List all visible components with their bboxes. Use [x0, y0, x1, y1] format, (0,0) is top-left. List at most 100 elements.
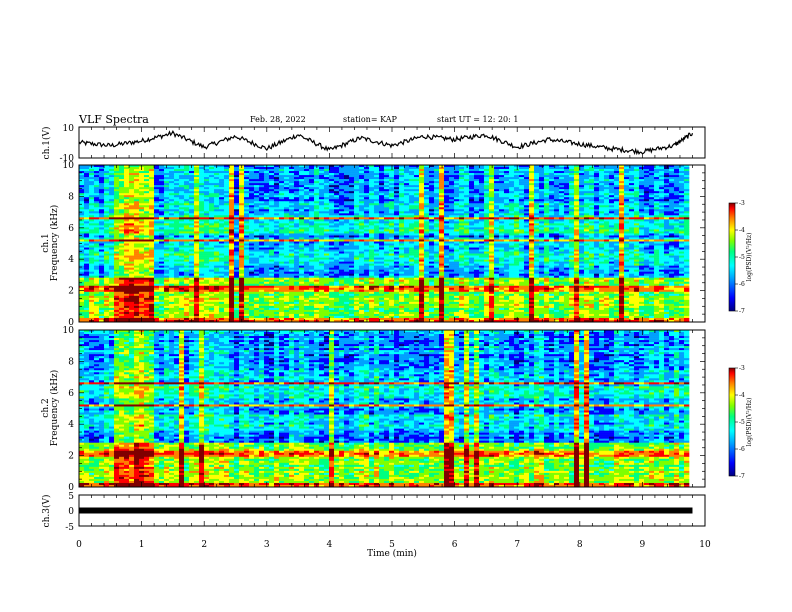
spectrogram-cell: [189, 205, 195, 208]
spectrogram-cell: [509, 213, 515, 216]
spectrogram-cell: [419, 175, 425, 178]
spectrogram-cell: [629, 179, 635, 182]
spectrogram-cell: [529, 203, 535, 206]
spectrogram-cell: [654, 241, 660, 244]
spectrogram-cell: [179, 191, 185, 194]
spectrogram-cell: [104, 197, 110, 200]
spectrogram-cell: [244, 233, 250, 236]
spectrogram-cell: [124, 243, 130, 246]
spectrogram-cell: [384, 219, 390, 222]
spectrogram-cell: [459, 207, 465, 210]
spectrogram-cell: [184, 191, 190, 194]
spectrogram-cell: [339, 227, 345, 230]
spectrogram-cell: [379, 171, 385, 174]
spectrogram-cell: [399, 177, 405, 180]
spectrogram-cell: [569, 207, 575, 210]
spectrogram-cell: [219, 229, 225, 232]
spectrogram-cell: [429, 237, 435, 240]
spectrogram-cell: [234, 181, 240, 184]
spectrogram-cell: [439, 237, 445, 240]
spectrogram-cell: [164, 169, 170, 172]
spectrogram-cell: [99, 191, 105, 194]
spectrogram-cell: [94, 243, 100, 246]
spectrogram-cell: [494, 183, 500, 186]
spectrogram-cell: [454, 193, 460, 196]
spectrogram-cell: [489, 213, 495, 216]
spectrogram-cell: [449, 235, 455, 238]
spectrogram-cell: [179, 189, 185, 192]
spectrogram-cell: [99, 193, 105, 196]
spectrogram-cell: [259, 179, 265, 182]
spectrogram-cell: [644, 221, 650, 224]
spectrogram-cell: [504, 225, 510, 228]
spectrogram-cell: [84, 231, 90, 234]
spectrogram-cell: [559, 219, 565, 222]
spectrogram-cell: [519, 177, 525, 180]
spectrogram-cell: [424, 239, 430, 242]
spectrogram-cell: [239, 233, 245, 236]
spectrogram-cell: [84, 173, 90, 176]
spectrogram-cell: [299, 175, 305, 178]
spectrogram-cell: [599, 189, 605, 192]
spectrogram-cell: [114, 211, 120, 214]
spectrogram-cell: [419, 209, 425, 212]
spectrogram-cell: [124, 183, 130, 186]
spectrogram-cell: [519, 201, 525, 204]
spectrogram-cell: [439, 213, 445, 216]
spectrogram-cell: [209, 235, 215, 238]
spectrogram-cell: [274, 217, 280, 220]
spectrogram-cell: [509, 243, 515, 246]
spectrogram-cell: [359, 169, 365, 172]
spectrogram-cell: [79, 205, 85, 208]
spectrogram-cell: [229, 215, 235, 218]
spectrogram-cell: [149, 217, 155, 220]
spectrogram-cell: [554, 203, 560, 206]
spectrogram-cell: [109, 191, 115, 194]
spectrogram-cell: [389, 235, 395, 238]
spectrogram-cell: [454, 195, 460, 198]
spectrogram-cell: [669, 173, 675, 176]
spectrogram-cell: [424, 175, 430, 178]
spectrogram-cell: [364, 171, 370, 174]
spectrogram-cell: [99, 173, 105, 176]
spectrogram-cell: [489, 179, 495, 182]
spectrogram-cell: [179, 175, 185, 178]
spectrogram-cell: [319, 243, 325, 246]
spectrogram-cell: [644, 241, 650, 244]
spectrogram-cell: [604, 175, 610, 178]
spectrogram-cell: [489, 233, 495, 236]
spectrogram-cell: [94, 213, 100, 216]
spectrogram-cell: [124, 237, 130, 240]
spectrogram-cell: [529, 191, 535, 194]
spectrogram-cell: [284, 207, 290, 210]
spectrogram-cell: [349, 231, 355, 234]
spectrogram-cell: [134, 215, 140, 218]
spectrogram-cell: [664, 219, 670, 222]
spectrogram-cell: [594, 195, 600, 198]
spectrogram-cell: [354, 197, 360, 200]
spectrogram-cell: [609, 227, 615, 230]
spectrogram-cell: [329, 227, 335, 230]
spectrogram-cell: [619, 169, 625, 172]
spectrogram-cell: [389, 219, 395, 222]
spectrogram-cell: [139, 199, 145, 202]
spectrogram-cell: [484, 165, 490, 168]
spectrogram-cell: [109, 173, 115, 176]
spectrogram-cell: [324, 185, 330, 188]
spectrogram-cell: [259, 221, 265, 224]
spectrogram-cell: [679, 229, 685, 232]
spectrogram-cell: [639, 165, 645, 168]
spectrogram-cell: [399, 213, 405, 216]
spectrogram-cell: [189, 169, 195, 172]
spectrogram-cell: [169, 215, 175, 218]
spectrogram-cell: [429, 189, 435, 192]
spectrogram-cell: [249, 203, 255, 206]
spectrogram-cell: [79, 219, 85, 222]
spectrogram-cell: [234, 191, 240, 194]
spectrogram-cell: [419, 187, 425, 190]
spectrogram-cell: [444, 235, 450, 238]
spectrogram-cell: [109, 219, 115, 222]
spectrogram-cell: [609, 193, 615, 196]
spectrogram-cell: [394, 183, 400, 186]
spectrogram-cell: [594, 225, 600, 228]
